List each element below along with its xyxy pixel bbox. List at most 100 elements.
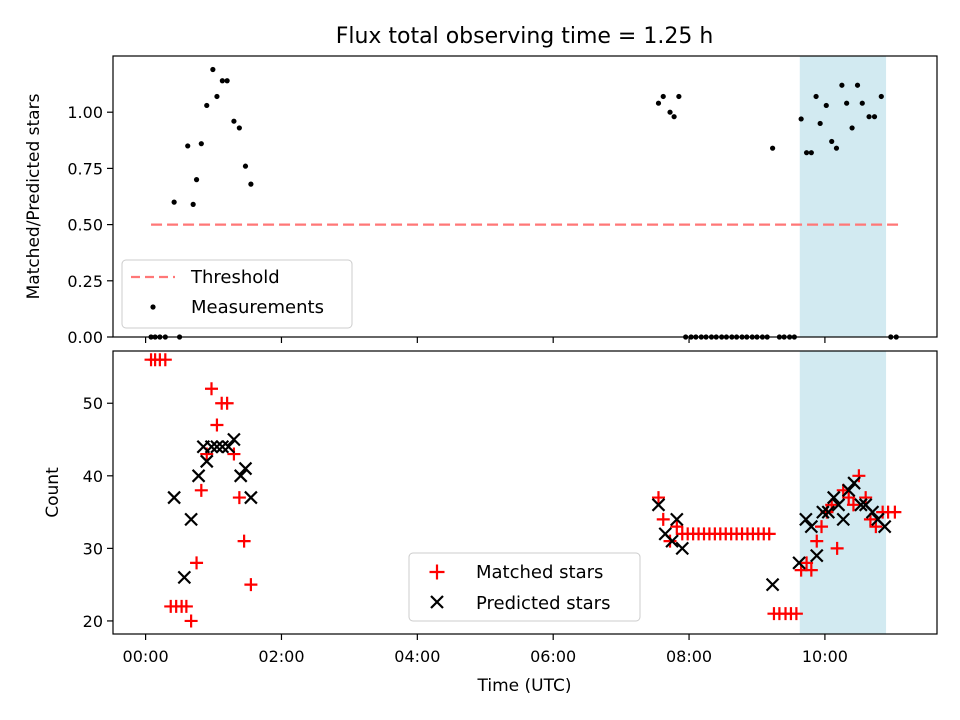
x-tick-label: 00:00 — [123, 647, 169, 666]
y-tick-label: 20 — [83, 612, 103, 631]
x-tick-label: 08:00 — [666, 647, 712, 666]
counts-panel: 20 30 40 50 00:00 02:00 04:00 06:00 08:00 10:00 C… — [43, 350, 938, 696]
matched-stars-point — [663, 534, 677, 548]
matched-stars-point — [227, 447, 241, 461]
measurements-point — [214, 93, 220, 100]
predicted-stars-point — [841, 483, 856, 498]
matched-stars-point — [842, 491, 856, 505]
measurements-point — [798, 116, 804, 122]
matched-stars-point — [804, 563, 818, 577]
measurements-point — [671, 114, 677, 120]
x-tick-label: 04:00 — [394, 647, 440, 666]
predicted-stars-point — [847, 476, 861, 490]
predicted-stars-point — [854, 498, 868, 512]
y-tick-label: 0.25 — [67, 272, 103, 291]
predicted-stars-point — [792, 556, 806, 570]
ratio-y-axis-label: Matched/Predicted stars — [24, 93, 44, 299]
matched-stars-point — [205, 382, 218, 396]
measurements-point — [236, 125, 242, 131]
measurements-point — [219, 78, 225, 84]
x-axis-label: Time (UTC) — [477, 676, 572, 696]
measurements-point — [839, 82, 845, 88]
x-tick-label: 02:00 — [258, 647, 304, 666]
predicted-stars-point — [831, 498, 846, 512]
matched-stars-point — [800, 556, 814, 570]
y-tick-label: 30 — [83, 539, 103, 558]
matched-stars-point — [184, 614, 198, 628]
measurements-point — [833, 145, 840, 151]
predicted-stars-point — [238, 461, 253, 476]
legend-predicted-label: Predicted stars — [476, 593, 610, 614]
measurements-point — [660, 93, 666, 100]
ratio-axes-frame — [112, 55, 938, 338]
legend-threshold-label: Threshold — [190, 267, 280, 288]
matched-stars-point — [762, 527, 776, 541]
ratio-panel: 0.00 0.25 0.50 0.75 1.00 Matched/Predicted s… — [24, 55, 938, 347]
legend-measurements-swatch — [150, 304, 156, 310]
highlight-span-top — [799, 56, 887, 337]
measurements-point — [770, 145, 776, 151]
predicted-stars-point — [816, 505, 830, 519]
matched-stars-point — [158, 353, 172, 367]
matched-stars-point — [830, 541, 844, 555]
matched-stars-point — [194, 483, 208, 497]
y-tick-label: 0.00 — [67, 328, 103, 347]
y-tick-label: 50 — [83, 394, 103, 413]
predicted-stars-point — [670, 512, 684, 527]
measurements-point — [854, 82, 861, 88]
chart-title: Flux total observing time = 1.25 h — [336, 24, 714, 49]
ratio-legend: Threshold Measurements — [121, 259, 353, 329]
predicted-stars-point — [233, 469, 248, 483]
predicted-stars-point — [826, 490, 841, 505]
measurements-point — [871, 114, 878, 120]
measurements-point — [823, 102, 829, 109]
y-tick-label: 0.50 — [67, 216, 103, 235]
predicted-stars-point — [877, 519, 892, 534]
measurements-point — [866, 114, 872, 120]
predicted-stars-point — [799, 512, 813, 527]
matched-stars-point — [846, 498, 860, 512]
predicted-stars-point — [836, 512, 851, 527]
predicted-stars-point — [204, 440, 219, 454]
matched-stars-point — [656, 512, 670, 526]
measurements-point — [190, 201, 196, 207]
measurements-point — [817, 120, 823, 127]
predicted-stars-point — [167, 490, 181, 505]
predicted-stars-point — [191, 469, 206, 483]
predicted-stars-point — [199, 454, 214, 469]
matched-stars-point — [810, 534, 824, 548]
predicted-stars-point — [651, 498, 666, 512]
measurements-point — [844, 100, 850, 106]
counts-y-axis-label: Count — [43, 467, 63, 518]
measurements-point — [224, 78, 230, 84]
predicted-stars-point — [227, 432, 241, 447]
counts-legend: Matched stars Predicted stars — [408, 552, 641, 622]
matched-stars-point — [859, 491, 873, 505]
matched-stars-point — [210, 418, 224, 432]
legend-matched-label: Matched stars — [476, 562, 603, 583]
measurements-point — [231, 118, 237, 124]
measurements-point — [667, 109, 673, 115]
legend-predicted-swatch — [430, 595, 444, 609]
measurements-point — [859, 100, 865, 106]
predicted-stars-point — [221, 440, 236, 454]
predicted-stars-point — [184, 512, 198, 527]
matched-stars-point — [670, 520, 684, 534]
measurements-point — [813, 93, 819, 100]
predicted-stars-point — [804, 519, 819, 534]
matched-stars-point — [220, 396, 234, 410]
measurements-point — [171, 199, 177, 205]
legend-matched-swatch — [429, 564, 445, 580]
measurements-point — [210, 66, 216, 73]
matched-stars-point — [232, 491, 246, 505]
counts-axes-frame — [112, 350, 938, 635]
predicted-stars-point — [244, 490, 258, 505]
matched-stars-point — [237, 534, 251, 548]
matched-stars-point — [888, 505, 902, 519]
y-tick-label: 1.00 — [67, 103, 103, 122]
x-tick-label: 10:00 — [802, 647, 848, 666]
matched-stars-point — [815, 520, 829, 534]
measurements-point — [655, 100, 662, 106]
x-tick-label: 06:00 — [530, 647, 576, 666]
matched-stars-point — [651, 491, 665, 505]
